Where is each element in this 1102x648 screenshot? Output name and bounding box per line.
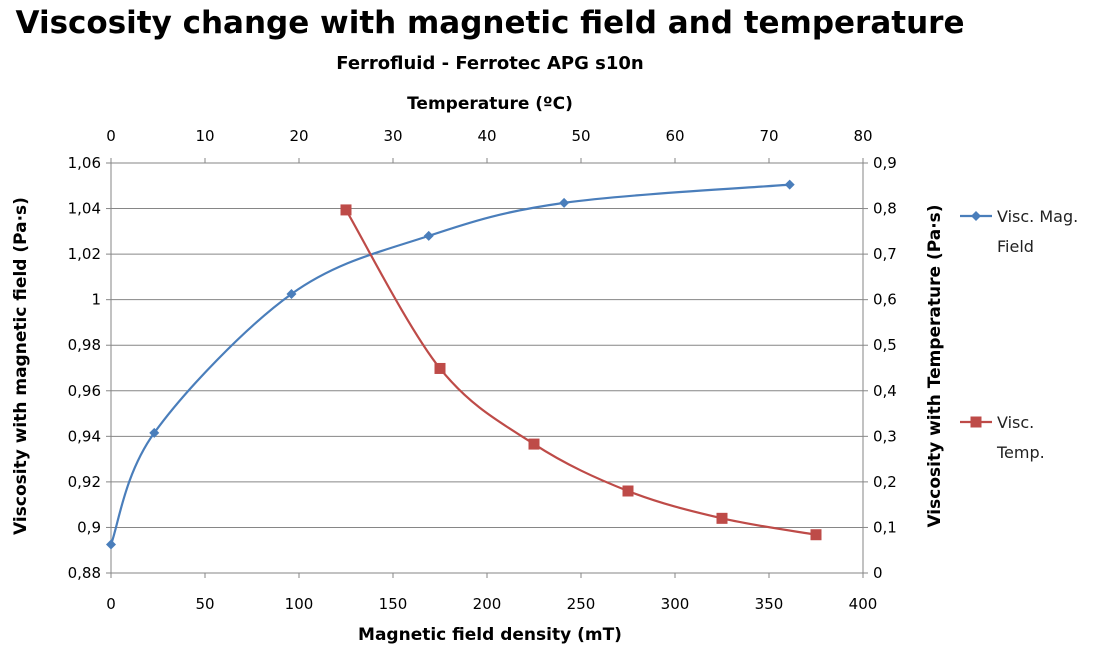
data-point-mag-field	[286, 288, 297, 299]
data-point-temp	[716, 512, 728, 524]
series-line-temp	[345, 209, 817, 536]
x-bottom-tick-label: 400	[849, 595, 878, 613]
y-left-tick-label: 1	[91, 291, 101, 309]
y-axis-left-title: Viscosity with magnetic field (Pa·s)	[11, 197, 31, 535]
x-top-tick-label: 70	[759, 127, 778, 145]
data-point-mag-field	[784, 179, 795, 190]
y-left-tick-label: 1,04	[68, 200, 101, 218]
y-left-tick-label: 0,9	[77, 518, 101, 536]
y-left-tick-label: 0,96	[68, 382, 101, 400]
data-point-temp	[528, 438, 540, 450]
data-point-mag-field	[106, 539, 116, 550]
series-line-mag-field	[109, 183, 790, 545]
x-top-tick-label: 30	[383, 127, 402, 145]
x-top-tick-label: 10	[195, 127, 214, 145]
data-point-mag-field	[559, 197, 570, 208]
x-axis-top-title: Temperature (ºC)	[407, 94, 573, 114]
x-bottom-tick-label: 200	[473, 595, 502, 613]
chart-title: Viscosity change with magnetic field and…	[16, 5, 965, 41]
x-top-tick-label: 0	[106, 127, 116, 145]
legend: Visc. Mag. Field Visc. Temp.	[960, 207, 1078, 462]
legend-label-temp: Temp.	[996, 443, 1045, 462]
x-bottom-tick-label: 50	[195, 595, 214, 613]
x-bottom-tick-label: 350	[755, 595, 784, 613]
y-right-tick-label: 0,5	[873, 336, 897, 354]
data-point-temp	[622, 485, 634, 497]
plot-area: 0,88 0,9 0,92 0,94 0,96 0,98 1 1,02 1,04 1,06 0 0,1…	[68, 127, 897, 613]
x-top-tick-label: 40	[477, 127, 496, 145]
legend-label-mag-field: Field	[997, 237, 1034, 256]
y-left-tick-label: 0,88	[68, 564, 101, 582]
chart-subtitle: Ferrofluid - Ferrotec APG s10n	[336, 53, 644, 74]
x-top-tick-label: 60	[665, 127, 684, 145]
y-left-tick-label: 0,98	[68, 336, 101, 354]
data-point-temp	[340, 204, 352, 216]
y-right-tick-label: 0,3	[873, 427, 897, 445]
legend-marker-mag-field	[971, 211, 981, 221]
y-axis-right-title: Viscosity with Temperature (Pa·s)	[925, 204, 945, 527]
y-right-tick-label: 0,2	[873, 473, 897, 491]
y-right-tick-label: 0,7	[873, 245, 897, 263]
legend-label-temp: Visc.	[997, 413, 1034, 432]
x-bottom-tick-label: 150	[379, 595, 408, 613]
y-right-tick-label: 0,4	[873, 382, 897, 400]
legend-marker-temp	[970, 416, 982, 428]
y-right-tick-label: 0,6	[873, 291, 897, 309]
x-top-tick-label: 80	[853, 127, 872, 145]
y-left-tick-label: 1,02	[68, 245, 101, 263]
y-left-tick-label: 0,94	[68, 427, 101, 445]
x-bottom-tick-label: 250	[567, 595, 596, 613]
data-point-temp	[810, 529, 822, 541]
data-point-mag-field	[149, 427, 160, 438]
x-bottom-tick-label: 100	[285, 595, 314, 613]
x-bottom-tick-label: 0	[106, 595, 116, 613]
y-left-tick-label: 1,06	[68, 154, 101, 172]
x-top-tick-label: 20	[289, 127, 308, 145]
legend-label-mag-field: Visc. Mag.	[997, 207, 1078, 226]
x-bottom-tick-label: 300	[661, 595, 690, 613]
y-right-tick-label: 0	[873, 564, 883, 582]
x-top-tick-label: 50	[571, 127, 590, 145]
y-right-tick-label: 0,1	[873, 518, 897, 536]
y-left-tick-label: 0,92	[68, 473, 101, 491]
y-right-tick-label: 0,9	[873, 154, 897, 172]
y-right-tick-label: 0,8	[873, 200, 897, 218]
data-point-temp	[434, 362, 446, 374]
data-point-mag-field	[423, 230, 434, 241]
x-axis-bottom-title: Magnetic field density (mT)	[358, 625, 622, 645]
